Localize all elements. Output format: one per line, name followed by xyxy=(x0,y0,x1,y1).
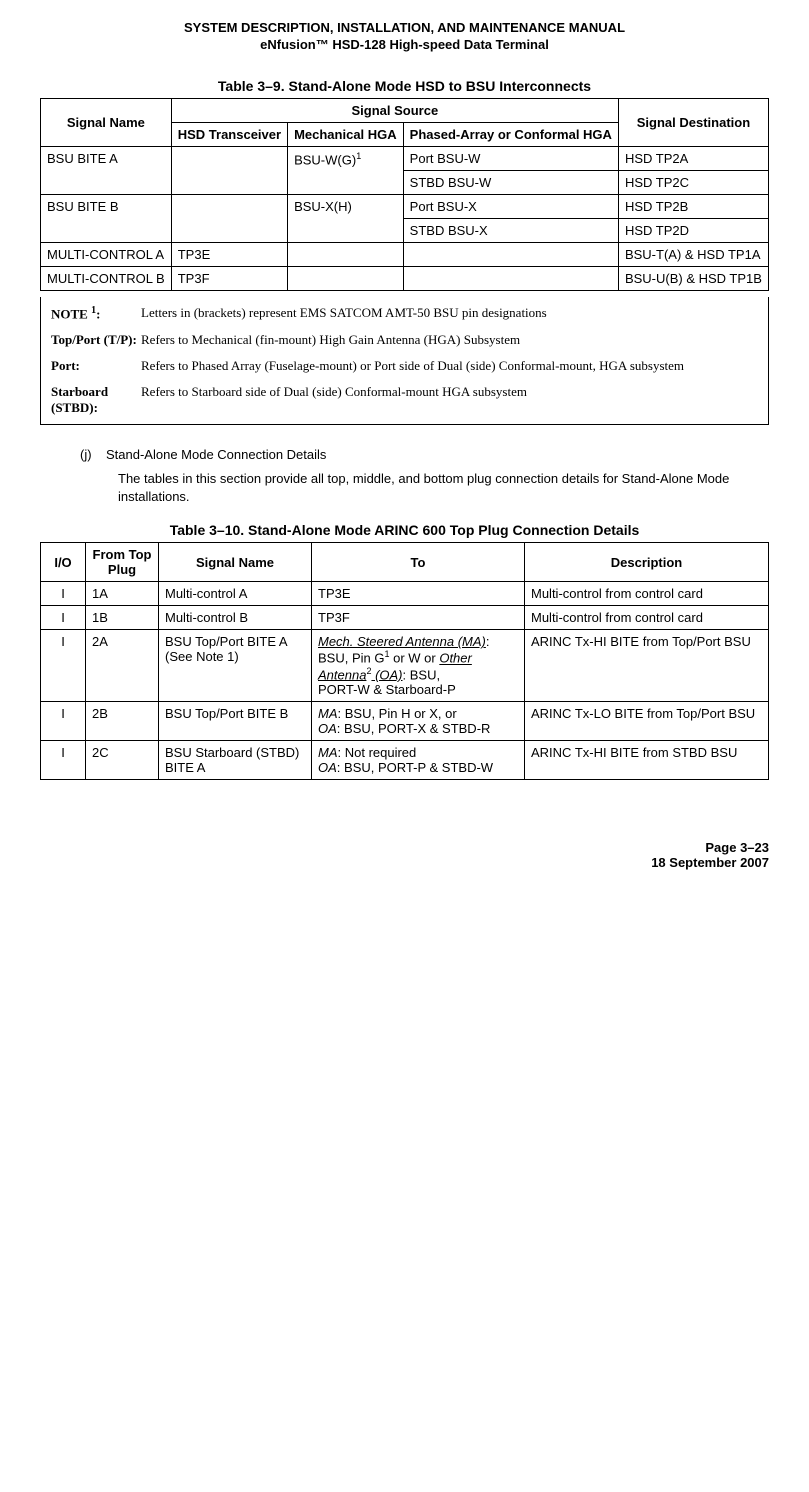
cell: BSU BITE B xyxy=(41,194,172,242)
cell: BSU Starboard (STBD) BITE A xyxy=(159,741,312,780)
header-title-2: eNfusion™ HSD-128 High-speed Data Termin… xyxy=(40,37,769,54)
cell: BSU Top/Port BITE B xyxy=(159,702,312,741)
th-signal-source: Signal Source xyxy=(171,98,618,122)
cell: 2C xyxy=(86,741,159,780)
th-signal-destination: Signal Destination xyxy=(618,98,768,146)
page-footer: Page 3–23 18 September 2007 xyxy=(40,840,769,870)
note-stbd-text: Refers to Starboard side of Dual (side) … xyxy=(141,384,758,416)
table-row: I 2C BSU Starboard (STBD) BITE A MA: Not… xyxy=(41,741,769,780)
header-title-1: SYSTEM DESCRIPTION, INSTALLATION, AND MA… xyxy=(40,20,769,37)
note-tp-label: Top/Port (T/P): xyxy=(51,332,141,348)
cell: HSD TP2B xyxy=(618,194,768,218)
cell xyxy=(403,266,618,290)
cell: MA: Not required OA: BSU, PORT-P & STBD-… xyxy=(312,741,525,780)
table-row: I 1A Multi-control A TP3E Multi-control … xyxy=(41,582,769,606)
cell xyxy=(288,266,404,290)
cell xyxy=(171,194,287,242)
section-j-heading: (j) Stand-Alone Mode Connection Details xyxy=(80,447,769,462)
document-header: SYSTEM DESCRIPTION, INSTALLATION, AND MA… xyxy=(40,20,769,54)
cell xyxy=(403,242,618,266)
cell: 1A xyxy=(86,582,159,606)
cell: HSD TP2D xyxy=(618,218,768,242)
cell: BSU-U(B) & HSD TP1B xyxy=(618,266,768,290)
cell: Multi-control from control card xyxy=(525,582,769,606)
table2-caption: Table 3–10. Stand-Alone Mode ARINC 600 T… xyxy=(40,522,769,538)
th-description: Description xyxy=(525,543,769,582)
cell: Multi-control from control card xyxy=(525,606,769,630)
cell: BSU Top/Port BITE A (See Note 1) xyxy=(159,630,312,702)
cell: ARINC Tx-LO BITE from Top/Port BSU xyxy=(525,702,769,741)
cell: Multi-control B xyxy=(159,606,312,630)
th-signal-name: Signal Name xyxy=(41,98,172,146)
cell: BSU-W(G)1 xyxy=(288,146,404,194)
cell: BSU-X(H) xyxy=(288,194,404,242)
cell: I xyxy=(41,630,86,702)
th-from: From Top Plug xyxy=(86,543,159,582)
cell: TP3E xyxy=(171,242,287,266)
footer-date: 18 September 2007 xyxy=(40,855,769,870)
cell: HSD TP2C xyxy=(618,170,768,194)
cell: Port BSU-X xyxy=(403,194,618,218)
table-row: I 1B Multi-control B TP3F Multi-control … xyxy=(41,606,769,630)
table-row: MULTI-CONTROL A TP3E BSU-T(A) & HSD TP1A xyxy=(41,242,769,266)
table-row: I 2A BSU Top/Port BITE A (See Note 1) Me… xyxy=(41,630,769,702)
th-to: To xyxy=(312,543,525,582)
cell: TP3E xyxy=(312,582,525,606)
note-stbd-label: Starboard (STBD): xyxy=(51,384,141,416)
note-port-text: Refers to Phased Array (Fuselage-mount) … xyxy=(141,358,758,374)
cell: I xyxy=(41,582,86,606)
cell xyxy=(171,146,287,194)
table-interconnects: Signal Name Signal Source Signal Destina… xyxy=(40,98,769,291)
cell: MA: BSU, Pin H or X, or OA: BSU, PORT-X … xyxy=(312,702,525,741)
cell: BSU-T(A) & HSD TP1A xyxy=(618,242,768,266)
cell: I xyxy=(41,741,86,780)
note1-label: NOTE 1: xyxy=(51,305,141,322)
table1-notes-box: NOTE 1: Letters in (brackets) represent … xyxy=(40,297,769,425)
cell: TP3F xyxy=(171,266,287,290)
th-signal-name: Signal Name xyxy=(159,543,312,582)
table1-caption: Table 3–9. Stand-Alone Mode HSD to BSU I… xyxy=(40,78,769,94)
th-mechanical-hga: Mechanical HGA xyxy=(288,122,404,146)
cell: ARINC Tx-HI BITE from STBD BSU xyxy=(525,741,769,780)
note-tp-text: Refers to Mechanical (fin-mount) High Ga… xyxy=(141,332,758,348)
cell: 2A xyxy=(86,630,159,702)
cell: MULTI-CONTROL B xyxy=(41,266,172,290)
table-row: I 2B BSU Top/Port BITE B MA: BSU, Pin H … xyxy=(41,702,769,741)
cell xyxy=(288,242,404,266)
footer-page: Page 3–23 xyxy=(40,840,769,855)
cell: BSU BITE A xyxy=(41,146,172,194)
cell: I xyxy=(41,702,86,741)
cell: I xyxy=(41,606,86,630)
cell: Mech. Steered Antenna (MA): BSU, Pin G1 … xyxy=(312,630,525,702)
cell: HSD TP2A xyxy=(618,146,768,170)
th-io: I/O xyxy=(41,543,86,582)
cell: Port BSU-W xyxy=(403,146,618,170)
cell: STBD BSU-X xyxy=(403,218,618,242)
cell: 1B xyxy=(86,606,159,630)
cell: TP3F xyxy=(312,606,525,630)
cell: STBD BSU-W xyxy=(403,170,618,194)
table-row: BSU BITE B BSU-X(H) Port BSU-X HSD TP2B xyxy=(41,194,769,218)
section-j-body: The tables in this section provide all t… xyxy=(118,470,769,506)
cell: Multi-control A xyxy=(159,582,312,606)
note1-text: Letters in (brackets) represent EMS SATC… xyxy=(141,305,758,322)
table-row: MULTI-CONTROL B TP3F BSU-U(B) & HSD TP1B xyxy=(41,266,769,290)
cell: ARINC Tx-HI BITE from Top/Port BSU xyxy=(525,630,769,702)
table-top-plug: I/O From Top Plug Signal Name To Descrip… xyxy=(40,542,769,780)
cell: 2B xyxy=(86,702,159,741)
note-port-label: Port: xyxy=(51,358,141,374)
th-phased-array: Phased-Array or Conformal HGA xyxy=(403,122,618,146)
cell: MULTI-CONTROL A xyxy=(41,242,172,266)
th-hsd-transceiver: HSD Transceiver xyxy=(171,122,287,146)
table-row: BSU BITE A BSU-W(G)1 Port BSU-W HSD TP2A xyxy=(41,146,769,170)
